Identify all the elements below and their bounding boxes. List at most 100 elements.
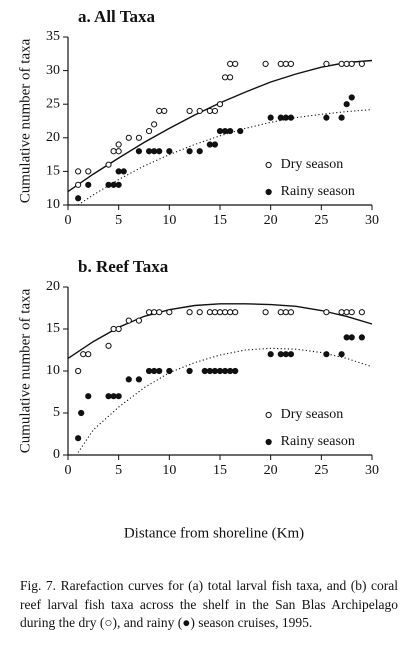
- y-tick-label: 35: [46, 29, 60, 44]
- data-point: [227, 127, 234, 135]
- y-tick-label: 30: [46, 63, 60, 78]
- data-point: [211, 141, 219, 148]
- data-point: [186, 309, 193, 316]
- data-point: [120, 168, 127, 175]
- data-point: [323, 309, 330, 316]
- data-point: [166, 367, 173, 375]
- data-point: [110, 325, 117, 333]
- data-point: [227, 74, 234, 81]
- data-point: [227, 60, 234, 67]
- data-point: [216, 367, 224, 375]
- data-point: [338, 309, 345, 316]
- legend-marker: [265, 188, 272, 196]
- data-point: [287, 60, 295, 67]
- data-point: [186, 367, 193, 375]
- data-point: [348, 94, 355, 101]
- caption: Fig. 7. Rarefaction curves for (a) total…: [20, 578, 398, 631]
- y-tick-label: 10: [46, 363, 60, 378]
- data-point: [287, 114, 295, 121]
- x-tick-label: 25: [314, 463, 328, 478]
- y-axis-label: Cumulative number of taxa: [17, 38, 33, 203]
- data-point: [125, 134, 132, 141]
- data-point: [227, 367, 234, 375]
- x-tick-label: 5: [115, 213, 122, 228]
- data-point: [85, 181, 92, 188]
- data-point: [196, 107, 203, 115]
- x-tick-label: 15: [213, 463, 227, 478]
- data-point: [277, 309, 284, 316]
- x-tick-label: 15: [213, 213, 227, 228]
- data-point: [282, 114, 289, 121]
- legend-label: Dry season: [281, 407, 344, 422]
- data-point: [206, 141, 213, 148]
- data-point: [358, 334, 365, 341]
- data-point: [267, 114, 274, 121]
- data-point: [211, 367, 219, 375]
- data-point: [115, 181, 122, 188]
- data-point: [151, 367, 158, 375]
- data-point: [115, 148, 122, 155]
- data-point: [262, 60, 269, 67]
- data-point: [343, 101, 350, 108]
- data-point: [277, 114, 284, 121]
- data-point: [186, 148, 193, 155]
- data-point: [156, 107, 163, 115]
- data-point: [186, 107, 193, 115]
- data-point: [105, 161, 112, 168]
- data-point: [267, 351, 274, 358]
- x-tick-label: 20: [264, 213, 278, 228]
- y-tick-label: 5: [53, 405, 60, 420]
- data-point: [166, 309, 173, 316]
- data-point: [151, 121, 158, 128]
- data-point: [110, 181, 117, 188]
- data-point: [166, 148, 173, 155]
- data-point: [115, 325, 122, 333]
- data-point: [75, 435, 82, 442]
- data-point: [196, 148, 203, 155]
- data-point: [156, 148, 163, 155]
- data-point: [216, 101, 224, 108]
- data-point: [145, 309, 153, 316]
- data-point: [343, 60, 350, 67]
- legend-marker: [265, 438, 272, 446]
- data-point: [216, 127, 224, 135]
- data-point: [135, 134, 143, 141]
- trend-line: [77, 347, 373, 453]
- chart-title: b. Reef Taxa: [78, 257, 169, 276]
- x-tick-label: 5: [115, 463, 122, 478]
- y-tick-label: 25: [46, 96, 60, 111]
- data-point: [206, 107, 213, 115]
- data-point: [216, 309, 224, 316]
- data-point: [145, 148, 153, 155]
- data-point: [227, 309, 234, 316]
- data-point: [221, 127, 229, 135]
- data-point: [206, 309, 213, 316]
- data-point: [323, 351, 330, 358]
- x-tick-label: 20: [264, 463, 278, 478]
- figure: a. All Taxa Cumulative number of taxa 10 15…: [17, 7, 379, 542]
- data-point: [125, 317, 132, 324]
- data-point: [277, 60, 284, 67]
- data-point: [262, 309, 269, 316]
- trend-line: [77, 109, 373, 206]
- data-point: [75, 168, 82, 175]
- data-point: [232, 367, 239, 375]
- data-point: [80, 351, 87, 358]
- data-point: [323, 60, 330, 67]
- y-tick-label: 10: [46, 197, 60, 212]
- legend-marker: [265, 161, 272, 169]
- data-point: [287, 309, 295, 316]
- y-tick-label: 15: [46, 321, 60, 336]
- data-point: [338, 351, 345, 358]
- data-point: [237, 127, 244, 135]
- data-point: [145, 367, 153, 375]
- data-point: [75, 181, 82, 188]
- data-point: [78, 409, 85, 417]
- data-point: [156, 309, 163, 316]
- data-point: [206, 367, 213, 375]
- data-point: [221, 74, 229, 81]
- data-point: [196, 309, 203, 316]
- data-point: [75, 367, 82, 375]
- chart-title: a. All Taxa: [78, 7, 156, 26]
